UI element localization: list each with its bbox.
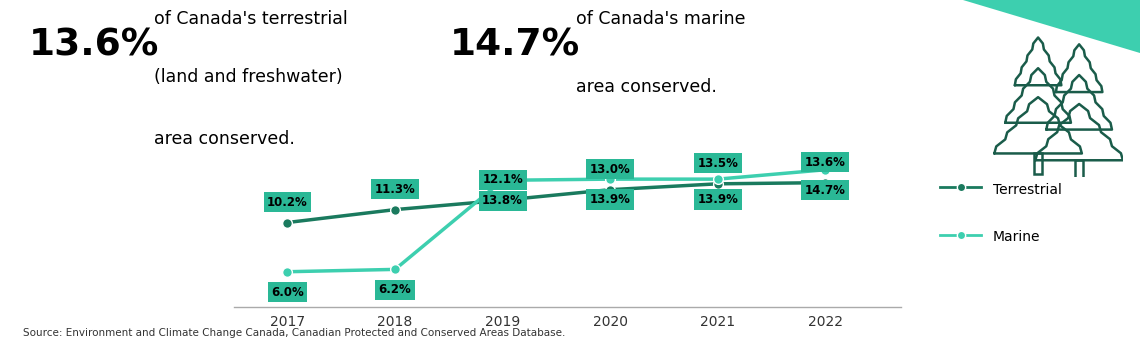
Legend: Terrestrial, Marine: Terrestrial, Marine bbox=[934, 175, 1067, 251]
Text: of Canada's terrestrial: of Canada's terrestrial bbox=[154, 10, 348, 28]
Text: 13.6%: 13.6% bbox=[28, 27, 158, 63]
Text: 6.0%: 6.0% bbox=[271, 286, 304, 299]
Text: 12.1%: 12.1% bbox=[482, 173, 523, 186]
Text: 13.9%: 13.9% bbox=[698, 193, 739, 206]
Text: (land and freshwater): (land and freshwater) bbox=[154, 68, 342, 86]
Text: 14.7%: 14.7% bbox=[805, 184, 846, 197]
Text: 13.9%: 13.9% bbox=[589, 193, 630, 206]
Text: of Canada's marine: of Canada's marine bbox=[576, 10, 746, 28]
Text: 13.6%: 13.6% bbox=[805, 156, 846, 169]
Text: Source: Environment and Climate Change Canada, Canadian Protected and Conserved : Source: Environment and Climate Change C… bbox=[23, 328, 565, 338]
Text: 6.2%: 6.2% bbox=[378, 283, 412, 296]
Text: 13.0%: 13.0% bbox=[589, 163, 630, 176]
Text: 13.5%: 13.5% bbox=[698, 157, 739, 170]
Text: area conserved.: area conserved. bbox=[576, 78, 717, 97]
Text: 11.3%: 11.3% bbox=[375, 183, 415, 196]
Text: 10.2%: 10.2% bbox=[267, 196, 308, 209]
Text: 13.8%: 13.8% bbox=[482, 194, 523, 207]
Text: area conserved.: area conserved. bbox=[154, 130, 295, 148]
Text: 14.7%: 14.7% bbox=[450, 27, 580, 63]
